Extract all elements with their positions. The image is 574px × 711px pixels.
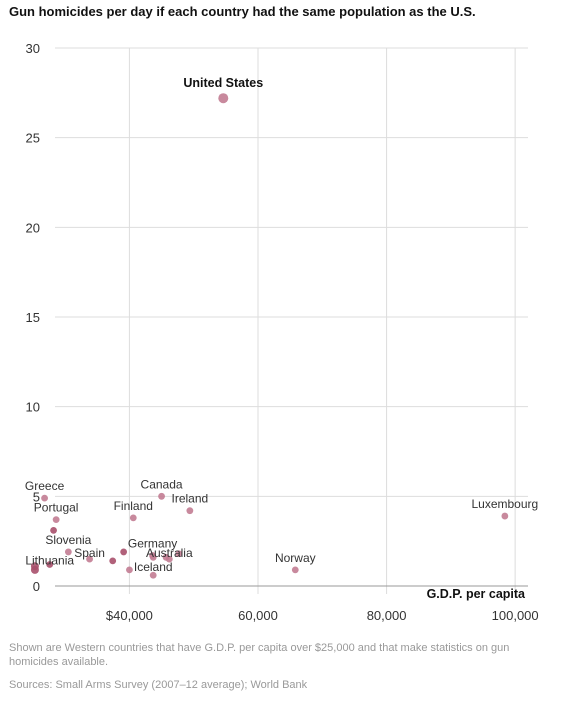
axes: 0 5 10 15 20 25 30 $40,000 60,000 80,000 100,000 G.… <box>26 41 539 623</box>
point-label-germany: Germany <box>128 537 177 551</box>
point-lithuania <box>46 561 54 568</box>
point-slovenia <box>64 548 72 556</box>
y-tick-label: 15 <box>26 310 40 325</box>
point-label-greece: Greece <box>25 479 65 493</box>
point-label-canada: Canada <box>141 477 183 491</box>
point-norway <box>291 566 299 574</box>
x-tick-label: 60,000 <box>238 608 278 623</box>
point-luxembourg <box>501 512 509 520</box>
point-label-australia: Australia <box>146 546 193 560</box>
data-point <box>175 550 183 558</box>
data-point <box>50 527 57 534</box>
y-tick-label: 0 <box>33 579 40 594</box>
point-label-luxembourg: Luxembourg <box>471 497 538 511</box>
point-iceland <box>149 571 157 579</box>
y-tick-label: 30 <box>26 41 40 56</box>
y-tick-label: 10 <box>26 400 40 415</box>
data-point <box>126 566 133 574</box>
point-label-lithuania: Lithuania <box>25 553 74 567</box>
point-label-united-states: United States <box>183 76 263 90</box>
x-tick-label: 100,000 <box>492 608 539 623</box>
data-points <box>30 93 509 579</box>
point-australia <box>165 555 173 563</box>
point-label-ireland: Ireland <box>172 492 209 506</box>
point-portugal <box>52 516 60 524</box>
chart-note: Shown are Western countries that have G.… <box>9 642 510 668</box>
point-label-slovenia: Slovenia <box>45 533 91 547</box>
y-tick-label: 25 <box>26 131 40 146</box>
x-tick-label: 80,000 <box>367 608 407 623</box>
grid-lines <box>55 47 528 594</box>
x-axis-label: G.D.P. per capita <box>427 587 526 601</box>
point-label-iceland: Iceland <box>134 560 173 574</box>
point-greece <box>41 494 48 502</box>
chart-title: Gun homicides per day if each country ha… <box>9 4 476 19</box>
point-united-states <box>218 93 229 104</box>
data-point <box>149 553 157 561</box>
point-label-portugal: Portugal <box>34 501 79 515</box>
y-tick-label: 20 <box>26 220 40 235</box>
data-point <box>120 548 128 556</box>
y-tick-label: 5 <box>33 489 40 504</box>
point-spain <box>86 555 93 563</box>
point-label-spain: Spain <box>74 546 105 560</box>
data-point <box>109 557 117 565</box>
data-point <box>30 565 39 574</box>
point-label-finland: Finland <box>114 499 153 513</box>
point-canada <box>158 492 165 500</box>
point-finland <box>129 514 137 522</box>
point-label-norway: Norway <box>275 551 316 565</box>
point-ireland <box>186 507 194 515</box>
x-tick-label: $40,000 <box>106 608 153 623</box>
chart-sources: Sources: Small Arms Survey (2007–12 aver… <box>9 679 308 691</box>
